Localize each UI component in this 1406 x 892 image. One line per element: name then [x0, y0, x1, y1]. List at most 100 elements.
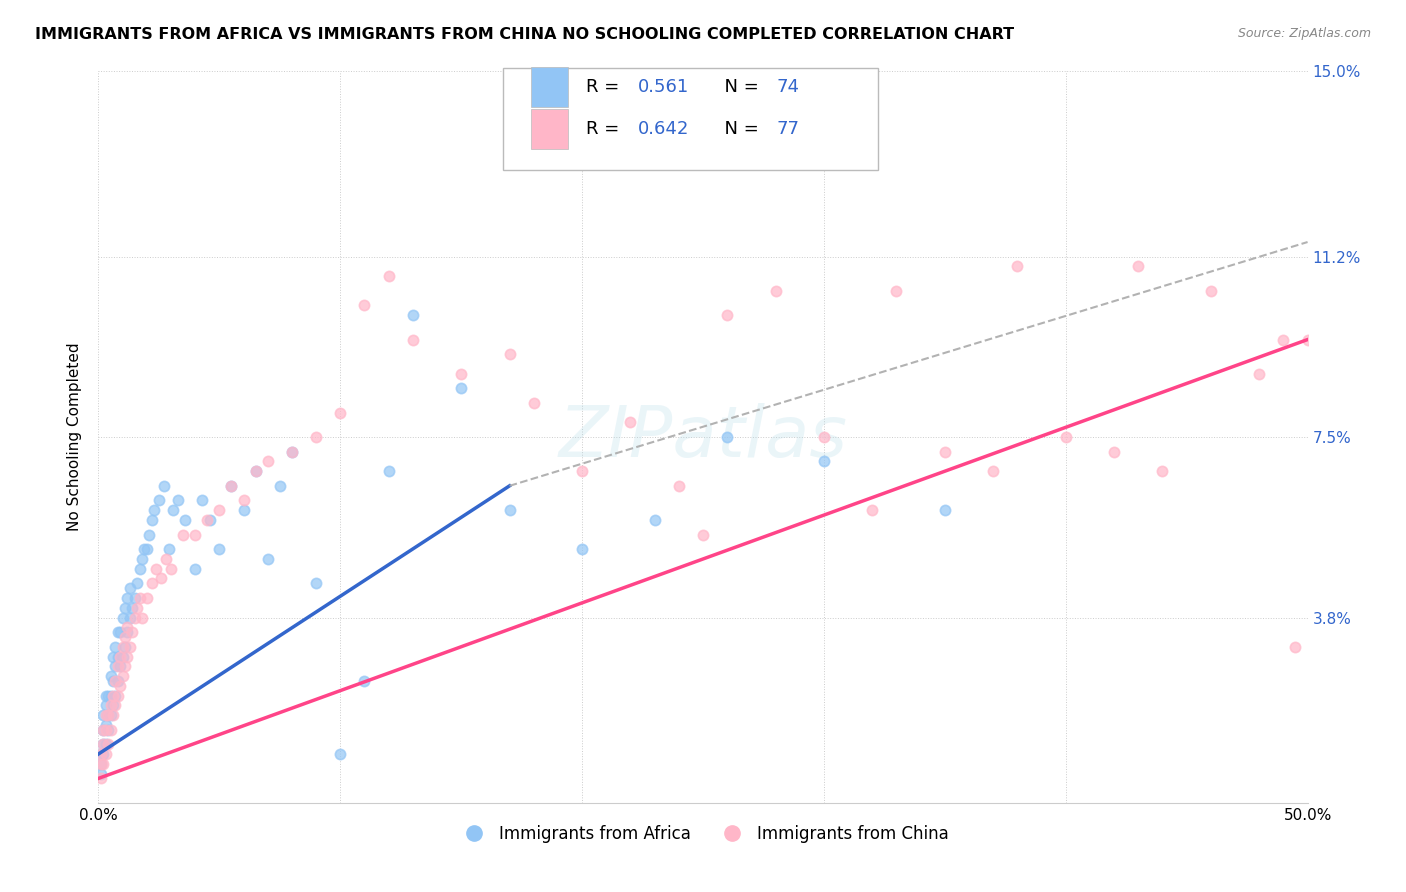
- Point: [148, 493, 170, 508]
- Point: [100, 689, 122, 703]
- Point: [90, 747, 112, 761]
- Point: [305, 576, 328, 591]
- Point: [100, 723, 122, 737]
- Point: [1128, 260, 1150, 274]
- Legend: Immigrants from Africa, Immigrants from China: Immigrants from Africa, Immigrants from …: [450, 818, 956, 849]
- Point: [157, 542, 180, 557]
- Point: [127, 600, 149, 615]
- Point: [141, 576, 163, 591]
- Point: [107, 649, 129, 664]
- Point: [127, 576, 149, 591]
- Text: N =: N =: [713, 120, 765, 138]
- Point: [90, 766, 112, 780]
- Point: [450, 367, 472, 381]
- Point: [107, 625, 129, 640]
- Point: [498, 503, 520, 517]
- Point: [813, 430, 835, 444]
- Point: [619, 416, 641, 430]
- Point: [90, 756, 112, 771]
- Point: [402, 333, 425, 347]
- Text: ZIPatlas: ZIPatlas: [558, 402, 848, 472]
- Point: [90, 772, 112, 786]
- Point: [208, 503, 231, 517]
- Point: [101, 689, 124, 703]
- Point: [114, 640, 136, 654]
- Point: [107, 659, 129, 673]
- Point: [135, 591, 157, 605]
- Point: [97, 723, 120, 737]
- Point: [221, 479, 243, 493]
- Y-axis label: No Schooling Completed: No Schooling Completed: [67, 343, 83, 532]
- Point: [145, 562, 167, 576]
- Point: [117, 591, 139, 605]
- Text: IMMIGRANTS FROM AFRICA VS IMMIGRANTS FROM CHINA NO SCHOOLING COMPLETED CORRELATI: IMMIGRANTS FROM AFRICA VS IMMIGRANTS FRO…: [35, 27, 1014, 42]
- Point: [101, 649, 124, 664]
- Point: [716, 430, 738, 444]
- Point: [94, 718, 117, 732]
- Point: [256, 454, 278, 468]
- Point: [91, 756, 114, 771]
- Point: [101, 708, 124, 723]
- Point: [208, 542, 231, 557]
- Point: [716, 308, 738, 322]
- Point: [94, 723, 117, 737]
- Point: [174, 513, 197, 527]
- Point: [860, 503, 883, 517]
- Point: [108, 659, 131, 673]
- Point: [184, 527, 207, 541]
- Point: [329, 406, 352, 420]
- Point: [162, 503, 184, 517]
- Point: [1199, 284, 1222, 298]
- Point: [94, 689, 117, 703]
- Point: [114, 630, 136, 644]
- Point: [97, 737, 120, 751]
- Text: R =: R =: [586, 120, 624, 138]
- Point: [692, 527, 714, 541]
- Point: [281, 444, 304, 458]
- Point: [104, 640, 127, 654]
- Point: [91, 723, 114, 737]
- Point: [108, 679, 131, 693]
- Point: [118, 610, 141, 624]
- Point: [134, 542, 156, 557]
- Point: [152, 479, 174, 493]
- Point: [101, 698, 124, 713]
- Point: [124, 591, 146, 605]
- Point: [195, 513, 218, 527]
- Point: [100, 708, 122, 723]
- Point: [131, 610, 153, 624]
- Point: [91, 723, 114, 737]
- Point: [221, 479, 243, 493]
- Point: [1152, 464, 1174, 478]
- Point: [108, 625, 131, 640]
- Point: [118, 640, 141, 654]
- Point: [121, 625, 143, 640]
- Point: [91, 737, 114, 751]
- Point: [90, 747, 112, 761]
- Bar: [531, 109, 568, 149]
- Point: [111, 649, 134, 664]
- Point: [91, 737, 114, 751]
- Point: [107, 689, 129, 703]
- Point: [128, 591, 150, 605]
- Point: [450, 381, 472, 395]
- Point: [644, 513, 666, 527]
- Point: [1284, 640, 1306, 654]
- Point: [1007, 260, 1029, 274]
- Point: [981, 464, 1004, 478]
- Point: [377, 464, 399, 478]
- Point: [934, 503, 956, 517]
- Text: R =: R =: [586, 78, 624, 96]
- Point: [91, 747, 114, 761]
- Point: [934, 444, 956, 458]
- Point: [353, 673, 375, 688]
- Point: [232, 503, 254, 517]
- Point: [111, 669, 134, 683]
- Point: [765, 284, 787, 298]
- Point: [101, 673, 124, 688]
- Point: [668, 479, 690, 493]
- Point: [104, 689, 127, 703]
- Point: [886, 284, 908, 298]
- Point: [353, 298, 375, 312]
- Point: [104, 673, 127, 688]
